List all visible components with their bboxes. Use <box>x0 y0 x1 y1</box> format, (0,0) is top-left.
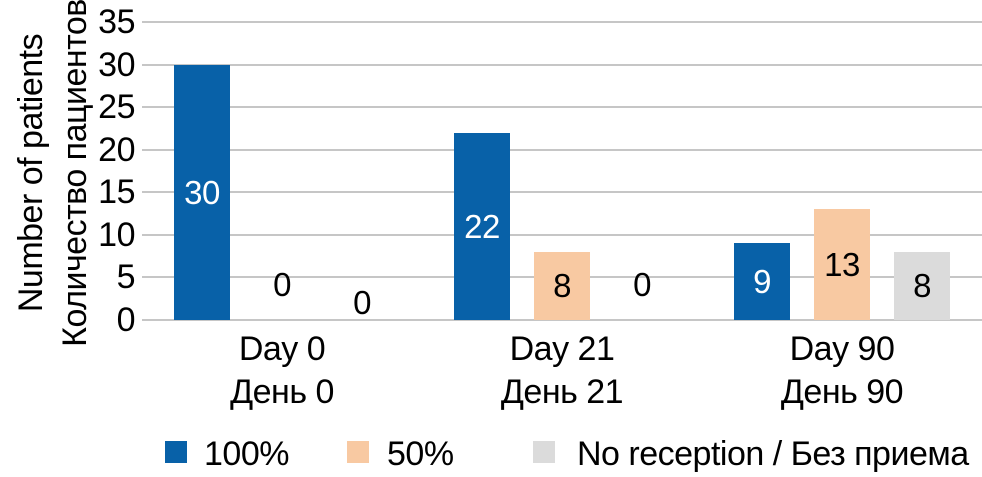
y-tick-label: 0 <box>116 301 136 339</box>
gridline <box>142 233 982 236</box>
x-category-label-en: Day 0 <box>238 330 326 368</box>
x-category-label-ru: День 90 <box>780 373 904 411</box>
y-tick-label: 5 <box>116 258 136 297</box>
legend-label: No reception / Без приема <box>577 435 969 473</box>
bar: 8 <box>894 251 950 320</box>
bar-value-label: 0 <box>633 266 651 303</box>
bar-value-label: 0 <box>353 284 371 321</box>
bar-value-label: 9 <box>753 263 771 301</box>
y-tick-label: 25 <box>98 88 135 127</box>
x-category-label-ru: День 21 <box>500 373 624 411</box>
y-tick-label: 15 <box>98 173 135 212</box>
bar: 22 <box>454 132 510 320</box>
x-category-label-ru: День 0 <box>230 373 334 411</box>
legend-swatch <box>533 441 555 463</box>
bar: 13 <box>814 209 870 320</box>
y-tick-label: 30 <box>98 45 135 84</box>
gridline <box>142 148 982 151</box>
bar: 8 <box>534 251 590 320</box>
x-category-label-en: Day 21 <box>509 330 615 368</box>
bar-value-label: 0 <box>273 266 291 303</box>
gridline <box>142 191 982 194</box>
gridline <box>142 21 982 23</box>
y-tick-label: 20 <box>98 130 135 169</box>
bar-value-label: 30 <box>184 173 220 211</box>
y-tick-label: 35 <box>98 3 135 41</box>
legend-label: 50% <box>387 435 454 473</box>
gridline <box>142 319 982 321</box>
y-tick-label: 10 <box>98 215 135 254</box>
x-category-label-en: Day 90 <box>789 330 895 368</box>
x-category-label: Day 90 День 90 <box>732 328 952 414</box>
legend-label: 100% <box>204 435 289 473</box>
legend-swatch <box>347 441 369 463</box>
legend-swatch <box>165 441 187 463</box>
bar: 30 <box>174 64 230 320</box>
bar-value-label: 22 <box>464 207 500 245</box>
x-category-label: Day 0 День 0 <box>172 328 392 414</box>
bar-value-label: 13 <box>824 246 860 284</box>
bar-value-label: 8 <box>553 267 571 305</box>
x-category-label: Day 21 День 21 <box>452 328 672 414</box>
gridline <box>142 106 982 109</box>
bar-value-label: 8 <box>913 267 931 305</box>
bar: 9 <box>734 243 790 320</box>
gridline <box>142 63 982 66</box>
